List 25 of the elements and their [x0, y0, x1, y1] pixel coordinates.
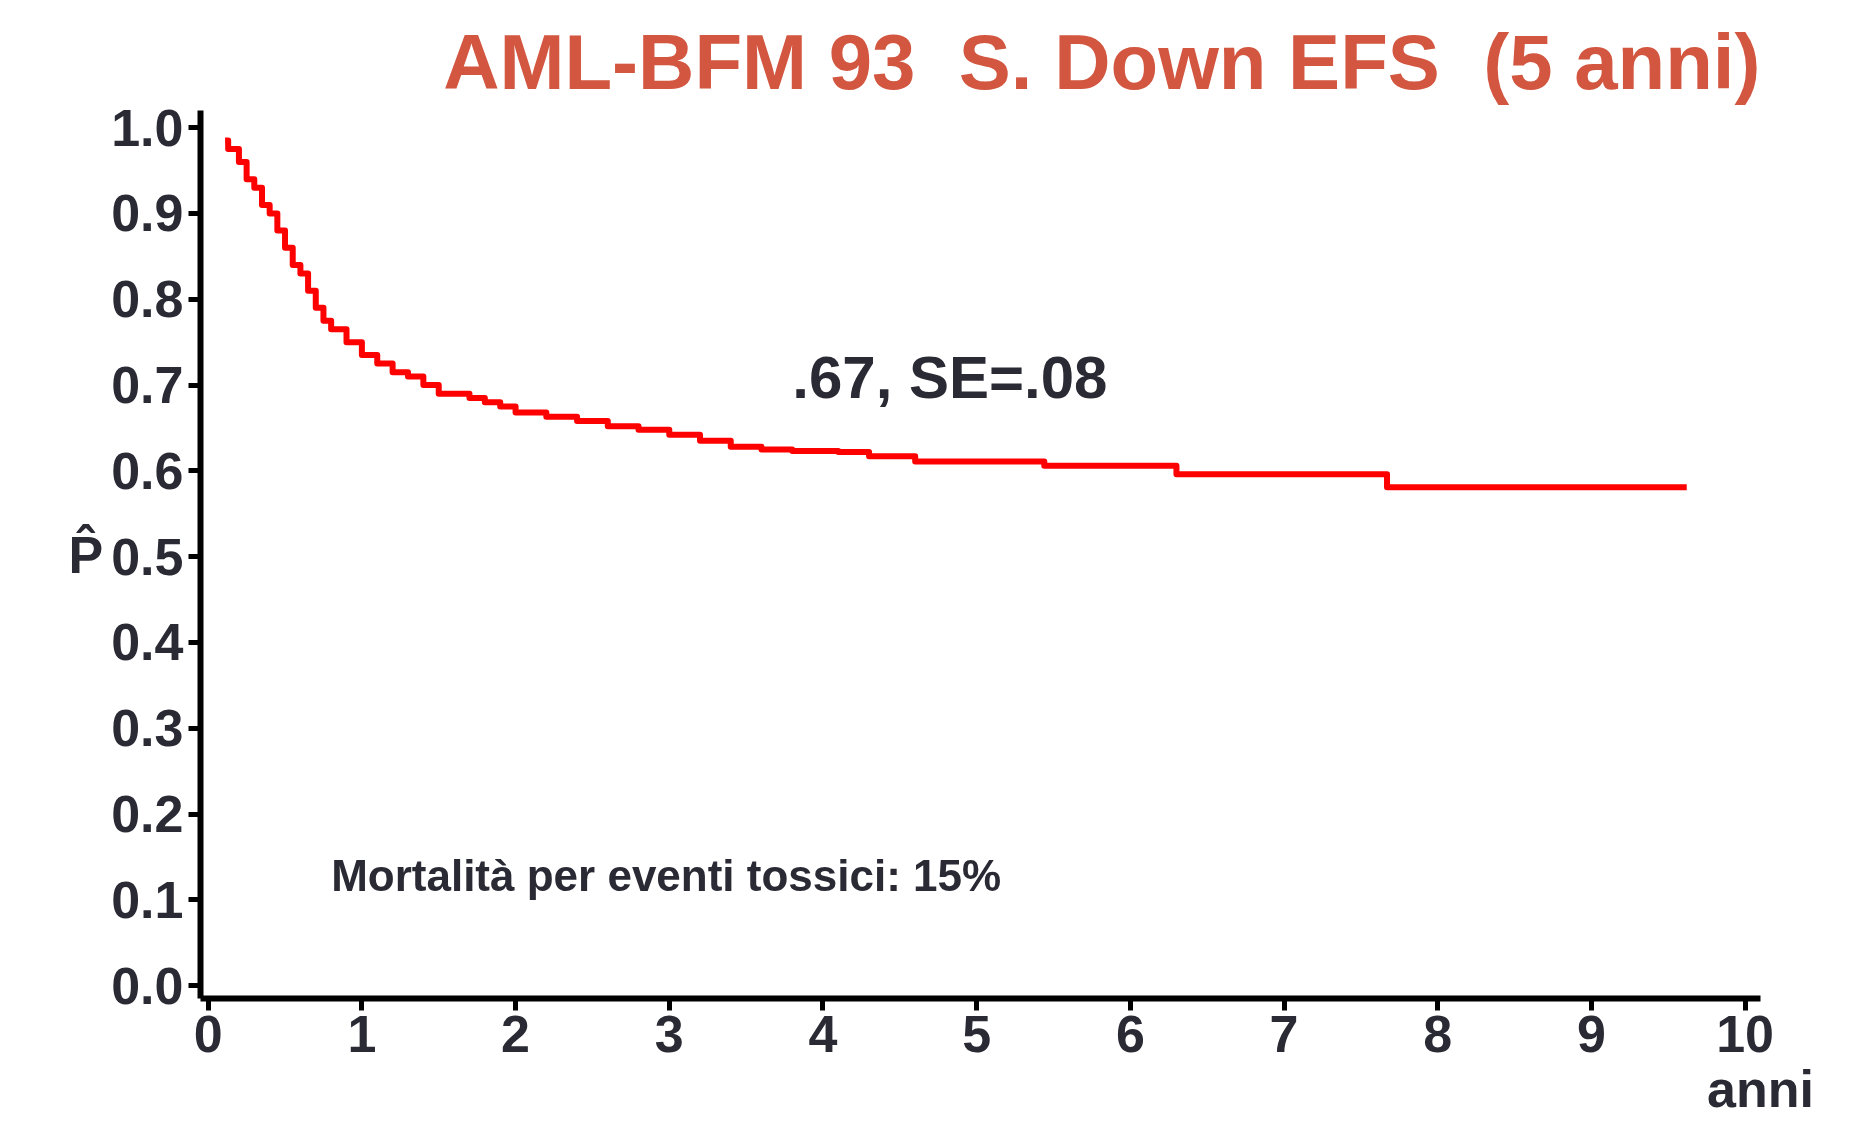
x-tick-label: 0	[193, 1004, 223, 1063]
chart-title: AML-BFM 93 S. Down EFS (5 anni)	[443, 17, 1761, 106]
x-tick-label: 9	[1576, 1004, 1606, 1063]
y-tick-label: 0.3	[111, 699, 184, 758]
x-tick-label: 1	[347, 1004, 377, 1063]
x-tick-label: 3	[654, 1004, 684, 1063]
y-tick-label: 0.9	[111, 184, 184, 243]
x-tick-label: 2	[501, 1004, 531, 1063]
y-tick-label: 0.5	[111, 527, 184, 586]
y-tick-label: 0.7	[111, 356, 184, 415]
y-tick-label: 0.8	[111, 270, 184, 329]
y-tick-label: 0.6	[111, 441, 184, 500]
annotation: Mortalità per eventi tossici: 15%	[331, 850, 1002, 900]
x-tick-label: 8	[1423, 1004, 1453, 1063]
x-tick-label: 4	[808, 1004, 838, 1063]
y-tick-label: 0.0	[111, 956, 184, 1015]
x-tick-label: 5	[962, 1004, 992, 1063]
x-tick-label: 6	[1115, 1004, 1145, 1063]
annotation: .67, SE=.08	[792, 343, 1108, 411]
x-tick-label: 7	[1269, 1004, 1299, 1063]
y-tick-label: 0.2	[111, 785, 184, 844]
y-tick-label: 0.1	[111, 870, 184, 929]
y-tick-label: 1.0	[111, 98, 184, 157]
y-axis-title: P̂	[68, 524, 104, 584]
y-tick-label: 0.4	[111, 613, 184, 672]
